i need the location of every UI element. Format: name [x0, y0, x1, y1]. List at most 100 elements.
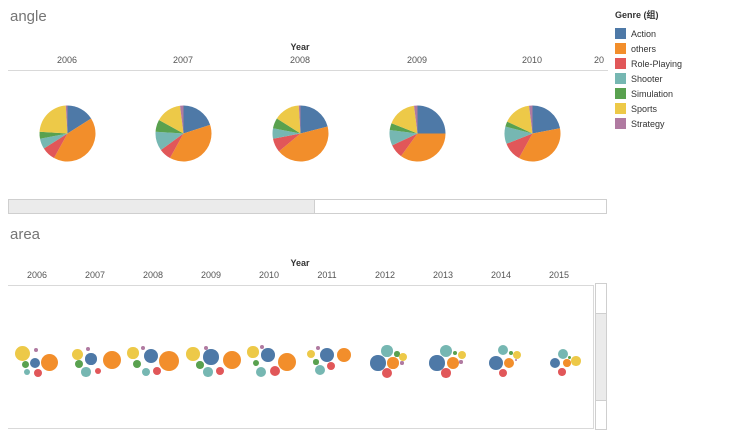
year-tick-label[interactable]: 2011: [317, 270, 337, 280]
bubble-mark-2010-Sports[interactable]: [247, 346, 259, 358]
bubble-mark-2011-Action[interactable]: [319, 347, 335, 363]
angle-horizontal-scrollbar-thumb[interactable]: [9, 200, 315, 213]
bubble-mark-2006-Shooter[interactable]: [24, 369, 30, 375]
bubble-mark-2007-Action[interactable]: [85, 353, 97, 365]
year-tick-label[interactable]: 2009: [200, 270, 222, 280]
bubble-mark-2012-Simulation[interactable]: [394, 351, 400, 357]
year-tick-label[interactable]: 2010: [258, 270, 280, 280]
year-tick-label[interactable]: 2007: [172, 55, 194, 65]
bubble-mark-2013-Sports[interactable]: [458, 351, 466, 359]
year-tick-label[interactable]: 2009: [406, 55, 428, 65]
bubble-mark-2014-Role-Playing[interactable]: [498, 368, 508, 378]
pie-mark-2010[interactable]: [504, 105, 561, 162]
bubble-mark-2014-Shooter[interactable]: [497, 344, 509, 356]
pie-slice-Role-Playing[interactable]: [391, 133, 417, 156]
pie-slice-Shooter[interactable]: [272, 127, 300, 139]
year-tick-label[interactable]: 2014: [490, 270, 512, 280]
angle-horizontal-scrollbar[interactable]: [8, 199, 607, 214]
bubble-mark-2013-Simulation[interactable]: [452, 350, 458, 356]
bubble-mark-2008-others[interactable]: [159, 351, 179, 371]
year-tick-label-clipped[interactable]: 20: [594, 55, 605, 65]
bubble-mark-2012-Shooter[interactable]: [381, 345, 393, 357]
bubble-mark-2007-Sports[interactable]: [71, 348, 83, 360]
pie-slice-Simulation[interactable]: [504, 121, 532, 133]
bubble-mark-2008-Strategy[interactable]: [140, 345, 146, 351]
bubble-mark-2011-Strategy[interactable]: [316, 346, 320, 350]
bubble-mark-2011-Shooter[interactable]: [314, 364, 326, 376]
pie-mark-2007[interactable]: [155, 105, 212, 162]
bubble-mark-2010-Strategy[interactable]: [259, 344, 265, 350]
bubble-mark-2014-others[interactable]: [503, 357, 515, 369]
pie-slice-Action[interactable]: [67, 105, 91, 133]
pie-slice-Sports[interactable]: [390, 105, 417, 133]
bubble-mark-2015-Simulation[interactable]: [567, 355, 571, 359]
bubble-mark-2010-others[interactable]: [278, 353, 296, 371]
legend-item-Action[interactable]: Action: [615, 26, 730, 41]
bubble-mark-2015-others[interactable]: [563, 359, 571, 367]
pie-slice-Role-Playing[interactable]: [43, 133, 67, 158]
bubble-mark-2015-Role-Playing[interactable]: [558, 368, 566, 376]
legend-item-others[interactable]: others: [615, 41, 730, 56]
bubble-mark-2007-others[interactable]: [102, 350, 122, 370]
bubble-mark-2008-Sports[interactable]: [127, 347, 139, 359]
bubble-mark-2009-Strategy[interactable]: [203, 345, 209, 351]
bubble-mark-2009-Sports[interactable]: [186, 347, 200, 361]
pie-slice-others[interactable]: [518, 127, 560, 162]
pie-slice-Shooter[interactable]: [155, 131, 183, 150]
bubble-mark-2007-Simulation[interactable]: [74, 359, 84, 369]
bubble-mark-2011-Simulation[interactable]: [313, 359, 319, 365]
bubble-mark-2011-others[interactable]: [336, 347, 352, 363]
bubble-mark-2013-Action[interactable]: [429, 355, 445, 371]
bubble-mark-2011-Role-Playing[interactable]: [327, 362, 335, 370]
year-tick-label[interactable]: 2006: [26, 270, 48, 280]
bubble-mark-2014-Action[interactable]: [489, 356, 503, 370]
legend-item-Shooter[interactable]: Shooter: [615, 71, 730, 86]
bubble-mark-2013-Strategy[interactable]: [459, 360, 463, 364]
bubble-mark-2015-Shooter[interactable]: [557, 348, 569, 360]
pie-slice-Simulation[interactable]: [39, 131, 67, 139]
bubble-mark-2006-Action[interactable]: [30, 357, 40, 368]
bubble-mark-2013-Shooter[interactable]: [440, 345, 452, 357]
pie-slice-Strategy[interactable]: [298, 105, 300, 133]
bubble-mark-2010-Shooter[interactable]: [256, 367, 266, 377]
pie-slice-others[interactable]: [169, 124, 212, 162]
bubble-mark-2006-Simulation[interactable]: [21, 360, 29, 368]
bubble-mark-2014-Sports[interactable]: [512, 350, 522, 360]
bubble-mark-2012-Action[interactable]: [370, 355, 386, 371]
year-tick-label[interactable]: 2012: [374, 270, 396, 280]
bubble-mark-2006-others[interactable]: [40, 353, 58, 371]
pie-slice-Action[interactable]: [417, 105, 445, 133]
bubble-mark-2014-Simulation[interactable]: [509, 351, 513, 355]
bubble-mark-2008-Action[interactable]: [143, 348, 159, 364]
pie-slice-Action[interactable]: [300, 105, 328, 133]
bubble-mark-2008-Simulation[interactable]: [133, 360, 141, 368]
bubble-mark-2010-Role-Playing[interactable]: [270, 366, 280, 376]
bubble-mark-2013-others[interactable]: [447, 357, 459, 369]
bubble-mark-2009-Role-Playing[interactable]: [216, 367, 224, 375]
pie-slice-Simulation[interactable]: [389, 122, 417, 133]
area-vertical-scrollbar-thumb[interactable]: [596, 313, 606, 401]
bubble-mark-2012-Role-Playing[interactable]: [382, 368, 392, 378]
bubble-mark-2010-Simulation[interactable]: [252, 359, 260, 367]
bubble-mark-2012-Strategy[interactable]: [400, 361, 404, 365]
bubble-mark-2011-Sports[interactable]: [306, 349, 316, 359]
pie-slice-Action[interactable]: [183, 105, 210, 133]
year-tick-label[interactable]: 2008: [289, 55, 311, 65]
legend-item-Simulation[interactable]: Simulation: [615, 86, 730, 101]
legend-item-Strategy[interactable]: Strategy: [615, 116, 730, 131]
pie-mark-2009[interactable]: [388, 105, 446, 162]
pie-slice-Strategy[interactable]: [528, 105, 532, 133]
pie-mark-2006[interactable]: [39, 105, 96, 162]
bubble-mark-2007-Role-Playing[interactable]: [94, 367, 102, 375]
pie-slice-Shooter[interactable]: [504, 126, 532, 144]
pie-slice-Shooter[interactable]: [388, 129, 417, 145]
bubble-mark-2006-Sports[interactable]: [14, 345, 30, 361]
bubble-mark-2014-Strategy[interactable]: [514, 358, 518, 362]
pie-slice-Sports[interactable]: [276, 105, 300, 133]
pie-slice-Sports[interactable]: [506, 105, 532, 133]
pie-slice-others[interactable]: [278, 126, 328, 161]
year-tick-label[interactable]: 2013: [432, 270, 454, 280]
year-tick-label[interactable]: 2010: [521, 55, 543, 65]
year-tick-label[interactable]: 2006: [56, 55, 78, 65]
bubble-mark-2006-Role-Playing[interactable]: [34, 369, 42, 377]
